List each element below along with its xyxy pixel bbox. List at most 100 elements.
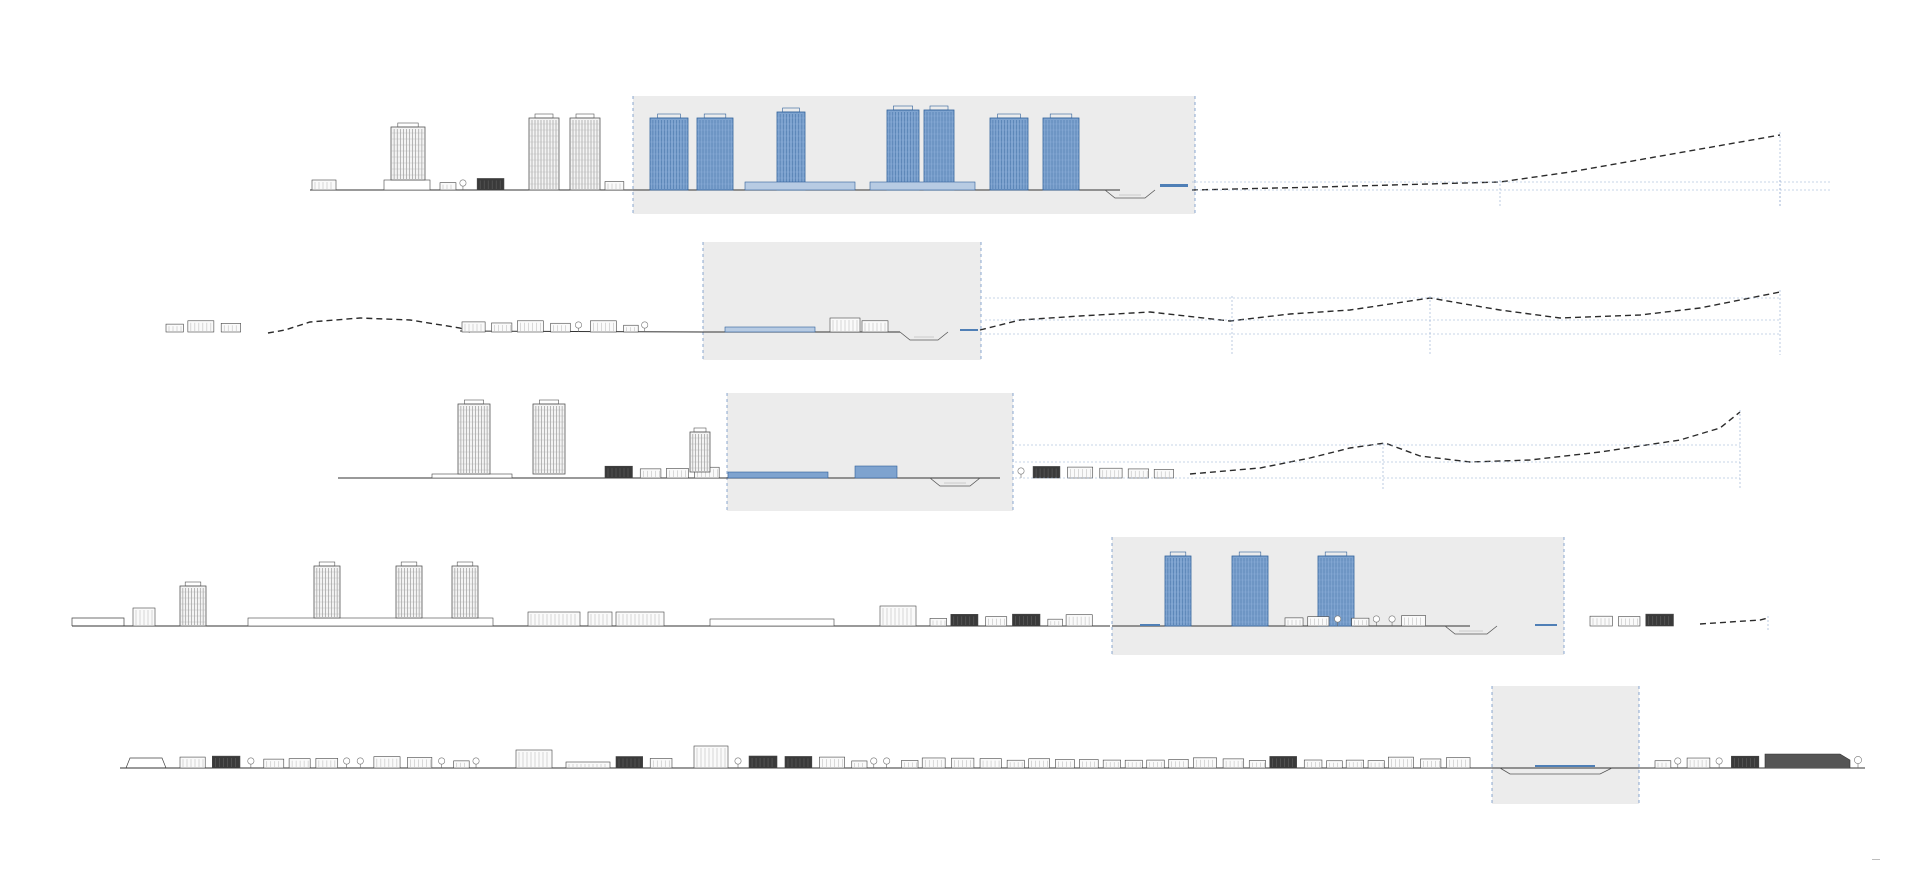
tree bbox=[1334, 615, 1342, 626]
hall-structure bbox=[125, 757, 167, 769]
tree bbox=[870, 757, 878, 768]
low-building bbox=[439, 182, 457, 191]
low-building bbox=[1153, 469, 1174, 479]
low-building bbox=[666, 468, 689, 479]
building-blue bbox=[854, 465, 898, 479]
podium bbox=[431, 473, 513, 479]
blue-bridge bbox=[1535, 765, 1595, 767]
low-building bbox=[979, 758, 1002, 769]
low-building bbox=[1367, 760, 1385, 769]
low-building bbox=[263, 758, 285, 769]
low-building bbox=[1146, 759, 1165, 769]
podium-blue bbox=[724, 326, 816, 333]
tree bbox=[883, 757, 891, 768]
tree bbox=[575, 321, 582, 332]
highlight-zone bbox=[726, 393, 1014, 511]
low-building bbox=[1645, 613, 1674, 627]
low-building bbox=[1055, 759, 1075, 769]
section-2 bbox=[165, 242, 1781, 360]
highlight-zone bbox=[702, 242, 982, 360]
low-building bbox=[453, 760, 470, 769]
low-building bbox=[748, 755, 778, 769]
podium-blue bbox=[869, 181, 976, 191]
tree bbox=[472, 757, 480, 768]
low-building bbox=[1065, 614, 1093, 627]
low-building bbox=[1284, 617, 1304, 627]
reference-lines bbox=[1192, 180, 1830, 208]
river-channel bbox=[899, 331, 949, 341]
low-building bbox=[590, 320, 617, 333]
tower-building bbox=[532, 399, 566, 475]
low-building bbox=[461, 321, 486, 333]
tower-building bbox=[649, 113, 689, 191]
low-building bbox=[1618, 616, 1641, 627]
page-mark bbox=[1872, 859, 1880, 860]
tower-building bbox=[569, 113, 601, 191]
low-building bbox=[179, 756, 206, 769]
low-building bbox=[1127, 468, 1150, 479]
low-building bbox=[879, 605, 917, 627]
blue-strip bbox=[1535, 624, 1557, 626]
low-building bbox=[491, 322, 513, 333]
low-building bbox=[311, 179, 337, 191]
low-building bbox=[1351, 617, 1370, 627]
low-building bbox=[1345, 759, 1364, 769]
low-building bbox=[623, 324, 639, 333]
low-building bbox=[1269, 756, 1297, 769]
tree bbox=[356, 757, 364, 768]
low-building bbox=[693, 745, 729, 769]
low-building bbox=[784, 756, 813, 769]
low-building bbox=[1079, 759, 1099, 769]
tower-building bbox=[1164, 551, 1192, 627]
low-building bbox=[1006, 759, 1025, 769]
tower-building bbox=[886, 105, 920, 191]
terrain-profile bbox=[267, 317, 471, 334]
low-building bbox=[1401, 615, 1426, 627]
section-1 bbox=[310, 96, 1830, 214]
tower-building bbox=[1231, 551, 1269, 627]
low-building bbox=[165, 323, 184, 333]
low-building bbox=[604, 181, 625, 191]
low-building bbox=[1326, 760, 1343, 769]
low-building bbox=[1589, 615, 1613, 627]
podium bbox=[247, 617, 494, 627]
low-building bbox=[951, 757, 975, 769]
low-building bbox=[1168, 759, 1189, 769]
low-building bbox=[517, 320, 544, 333]
tower-building bbox=[395, 561, 423, 619]
tower-building bbox=[390, 122, 426, 181]
tree bbox=[343, 757, 351, 768]
low-building bbox=[1193, 757, 1217, 769]
low-building bbox=[407, 757, 433, 769]
tower-building bbox=[1042, 113, 1080, 191]
low-building bbox=[1099, 467, 1123, 479]
low-building bbox=[1047, 618, 1063, 627]
tower-building bbox=[457, 399, 491, 475]
tree bbox=[1372, 615, 1380, 626]
blue-bridge bbox=[1160, 184, 1188, 187]
low-building bbox=[212, 755, 241, 769]
low-building bbox=[587, 611, 613, 627]
low-building bbox=[1307, 616, 1330, 627]
low-building bbox=[1654, 760, 1672, 769]
low-building bbox=[1032, 466, 1061, 479]
reference-lines bbox=[985, 296, 1780, 355]
low-building bbox=[901, 760, 919, 769]
terrain-profile bbox=[1191, 134, 1781, 191]
tree bbox=[1388, 615, 1396, 626]
tree bbox=[438, 757, 446, 768]
tower-building bbox=[1317, 551, 1355, 627]
low-building bbox=[1446, 757, 1471, 769]
low-building bbox=[373, 756, 401, 769]
section-3 bbox=[338, 393, 1741, 511]
podium-blue bbox=[727, 471, 829, 479]
blue-bridge bbox=[960, 329, 978, 331]
low-building bbox=[1222, 758, 1245, 769]
reference-lines bbox=[1015, 443, 1740, 490]
low-building bbox=[550, 322, 571, 333]
tower-building bbox=[451, 561, 479, 619]
section-4 bbox=[71, 537, 1769, 655]
low-building bbox=[639, 468, 662, 479]
low-building bbox=[829, 317, 861, 333]
